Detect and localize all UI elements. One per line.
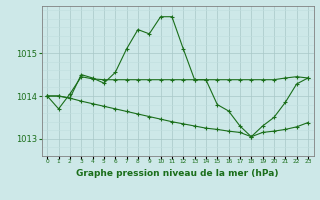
X-axis label: Graphe pression niveau de la mer (hPa): Graphe pression niveau de la mer (hPa) bbox=[76, 169, 279, 178]
